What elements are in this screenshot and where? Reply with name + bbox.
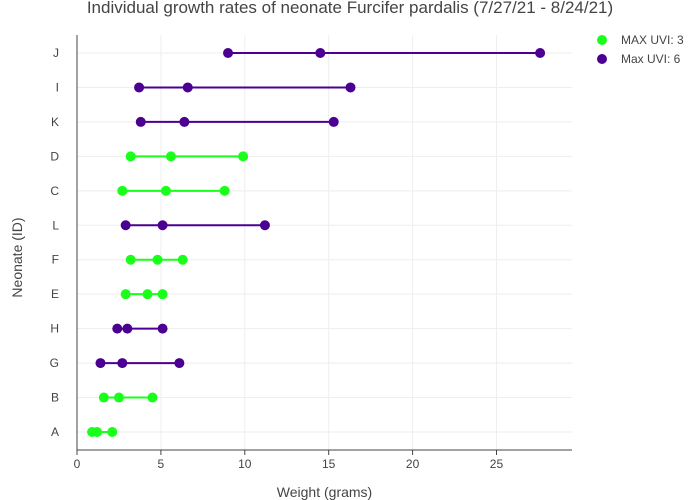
data-point bbox=[259, 220, 270, 231]
data-point bbox=[160, 185, 171, 196]
data-point bbox=[157, 289, 168, 300]
y-tick-label: E bbox=[51, 287, 59, 301]
data-point bbox=[535, 48, 546, 58]
y-tick-label: C bbox=[50, 184, 59, 198]
x-tick-label: 0 bbox=[74, 457, 81, 471]
data-point bbox=[113, 392, 124, 403]
data-point bbox=[134, 82, 145, 93]
data-point bbox=[125, 151, 136, 162]
data-point bbox=[165, 151, 176, 162]
data-point bbox=[92, 427, 103, 437]
legend-marker bbox=[597, 35, 607, 45]
y-tick-label: L bbox=[52, 218, 59, 232]
y-tick-label: D bbox=[50, 149, 59, 163]
x-tick-label: 25 bbox=[490, 457, 504, 471]
data-point bbox=[315, 48, 326, 58]
data-point bbox=[120, 220, 131, 231]
axes bbox=[76, 35, 572, 455]
data-point bbox=[147, 392, 158, 403]
tick-labels: 0 5 10 15 20 25 A B G H E F L C D K I J bbox=[50, 46, 504, 471]
legend-item[interactable]: Max UVI: 6 bbox=[597, 52, 681, 66]
data-point bbox=[122, 323, 133, 334]
data-point bbox=[125, 254, 136, 265]
series-layer bbox=[87, 48, 546, 437]
data-point bbox=[135, 116, 146, 127]
legend-label: Max UVI: 6 bbox=[621, 52, 681, 66]
data-point bbox=[98, 392, 109, 403]
y-tick-label: J bbox=[53, 46, 59, 60]
data-point bbox=[177, 254, 188, 265]
data-point bbox=[219, 185, 230, 196]
x-tick-label: 15 bbox=[322, 457, 336, 471]
data-point bbox=[107, 427, 118, 437]
grid-lines bbox=[77, 35, 572, 450]
y-axis-title: Neonate (ID) bbox=[9, 217, 25, 297]
series-group bbox=[95, 48, 546, 369]
y-tick-label: H bbox=[50, 322, 59, 336]
data-point bbox=[174, 358, 185, 369]
y-tick-label: B bbox=[51, 391, 59, 405]
y-tick-label: F bbox=[52, 253, 59, 267]
data-point bbox=[152, 254, 163, 265]
chart-title: Individual growth rates of neonate Furci… bbox=[86, 0, 614, 17]
data-point bbox=[223, 48, 234, 58]
y-tick-label: A bbox=[51, 425, 59, 439]
data-point bbox=[112, 323, 123, 334]
x-tick-label: 10 bbox=[238, 457, 252, 471]
data-point bbox=[182, 82, 193, 93]
data-point bbox=[157, 220, 168, 231]
y-tick-label: K bbox=[51, 115, 59, 129]
x-tick-label: 20 bbox=[406, 457, 420, 471]
data-point bbox=[117, 185, 128, 196]
data-point bbox=[179, 116, 190, 127]
legend-label: MAX UVI: 3 bbox=[621, 33, 684, 47]
data-point bbox=[120, 289, 131, 300]
data-point bbox=[345, 82, 356, 93]
data-point bbox=[328, 116, 339, 127]
x-axis-title: Weight (grams) bbox=[277, 484, 372, 500]
data-point bbox=[142, 289, 153, 300]
data-point bbox=[238, 151, 249, 162]
data-point bbox=[117, 358, 128, 369]
data-point bbox=[157, 323, 168, 334]
legend[interactable]: MAX UVI: 3 Max UVI: 6 bbox=[597, 33, 684, 66]
legend-marker bbox=[597, 54, 607, 64]
y-tick-label: G bbox=[50, 356, 59, 370]
legend-item[interactable]: MAX UVI: 3 bbox=[597, 33, 684, 47]
data-point bbox=[95, 358, 106, 369]
x-tick-label: 5 bbox=[158, 457, 165, 471]
y-tick-label: I bbox=[56, 80, 59, 94]
series-group bbox=[87, 151, 249, 437]
